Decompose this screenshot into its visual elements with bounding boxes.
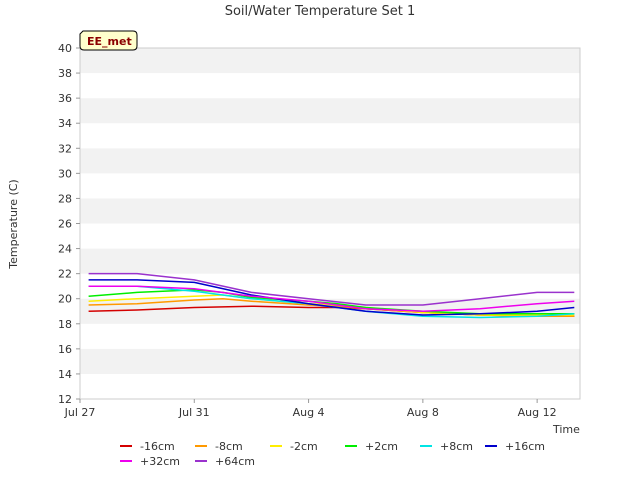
x-axis-ticks: Jul 27 Jul 31 Aug 4 Aug 8 Aug 12 xyxy=(64,399,557,419)
legend-label: -8cm xyxy=(215,440,243,453)
y-tick-label: 16 xyxy=(58,343,72,356)
grid-band xyxy=(80,173,580,199)
x-tick-label: Jul 27 xyxy=(64,406,96,419)
grid-band xyxy=(80,198,580,224)
y-tick-label: 30 xyxy=(58,167,72,180)
y-axis-ticks: 12 14 16 18 20 22 24 26 28 30 32 34 36 38 40 xyxy=(58,42,80,406)
grid-band xyxy=(80,148,580,174)
y-tick-label: 12 xyxy=(58,393,72,406)
grid-band xyxy=(80,323,580,349)
legend-label: +16cm xyxy=(505,440,545,453)
y-tick-label: 24 xyxy=(58,243,72,256)
legend-label: +64cm xyxy=(215,455,255,468)
grid-band xyxy=(80,273,580,299)
y-tick-label: 18 xyxy=(58,318,72,331)
y-tick-label: 14 xyxy=(58,368,72,381)
y-tick-label: 22 xyxy=(58,268,72,281)
x-tick-label: Aug 4 xyxy=(293,406,325,419)
y-tick-label: 34 xyxy=(58,117,72,130)
grid-band xyxy=(80,373,580,399)
grid-band xyxy=(80,48,580,74)
grid-band xyxy=(80,98,580,124)
site-label-background xyxy=(79,30,138,51)
series-layer xyxy=(88,272,575,319)
series-line-7 xyxy=(88,272,575,306)
x-tick-label: Aug 8 xyxy=(407,406,439,419)
grid-band xyxy=(80,223,580,249)
y-tick-label: 32 xyxy=(58,142,72,155)
x-axis-label: Time xyxy=(552,423,580,436)
legend-label: +32cm xyxy=(140,455,180,468)
series-line-6 xyxy=(88,285,575,313)
legend-label: -2cm xyxy=(290,440,318,453)
grid-band xyxy=(80,123,580,149)
x-tick-label: Jul 31 xyxy=(178,406,210,419)
site-label-box: EE_met xyxy=(79,30,138,51)
x-tick-label: Aug 12 xyxy=(518,406,557,419)
y-tick-label: 20 xyxy=(58,293,72,306)
y-tick-label: 40 xyxy=(58,42,72,55)
grid-bands xyxy=(80,48,580,399)
grid-band xyxy=(80,73,580,99)
y-tick-label: 26 xyxy=(58,218,72,231)
site-label-text: EE_met xyxy=(87,35,132,48)
y-axis-label: Temperature (C) xyxy=(7,179,20,269)
legend: -16cm -8cm -2cm +2cm +8cm +16cm +32cm +64cm xyxy=(120,440,545,468)
y-tick-label: 38 xyxy=(58,67,72,80)
grid-band xyxy=(80,248,580,274)
legend-label: -16cm xyxy=(140,440,175,453)
y-tick-label: 28 xyxy=(58,192,72,205)
series-line-5 xyxy=(88,279,575,316)
y-tick-label: 36 xyxy=(58,92,72,105)
legend-label: +8cm xyxy=(440,440,473,453)
legend-label: +2cm xyxy=(365,440,398,453)
grid-band xyxy=(80,348,580,374)
series-line-2 xyxy=(88,294,575,316)
chart-title: Soil/Water Temperature Set 1 xyxy=(225,4,416,19)
